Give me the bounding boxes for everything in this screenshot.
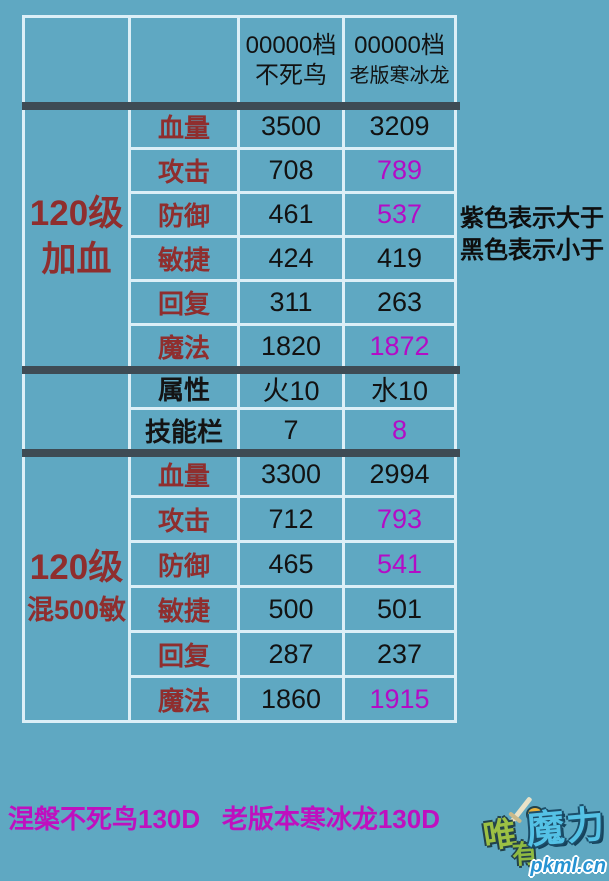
section-divider [22,449,460,457]
group-level-label: 120级 [29,193,124,233]
phoenix-attack-value: 708 [240,150,345,194]
header-cell-empty-stat [131,18,240,106]
phoenix-tier-label: 00000档 [245,31,337,59]
phoenix-defense-value: 465 [240,543,345,588]
stat-label-agility: 敏捷 [131,588,240,633]
ice-dragon-recovery-value: 237 [345,633,457,678]
phoenix-recovery-value: 287 [240,633,345,678]
phoenix-agility-value: 424 [240,238,345,282]
stat-label-hp: 血量 [131,453,240,498]
ice-dragon-agility-value: 501 [345,588,457,633]
ice-dragon-defense-value: 537 [345,194,457,238]
stat-label-magic: 魔法 [131,678,240,723]
phoenix-magic-value: 1820 [240,326,345,370]
ice-dragon-hp-value: 3209 [345,106,457,150]
stat-label-attack: 攻击 [131,150,240,194]
phoenix-hp-value: 3300 [240,453,345,498]
phoenix-hp-value: 3500 [240,106,345,150]
footer-note: 涅槃不死鸟130D 老版本寒冰龙130D 因满档价格接近 采用满档对比 [8,737,440,881]
group-level-label: 120级 [29,547,124,587]
legend-black-line: 黑色表示小于 [460,237,604,264]
phoenix-attack-value: 712 [240,498,345,543]
phoenix-agility-value: 500 [240,588,345,633]
ice-dragon-defense-value: 541 [345,543,457,588]
ice-dragon-element-value: 水10 [345,370,457,410]
stat-label-attack: 攻击 [131,498,240,543]
ice-dragon-tier-label: 00000档 [354,31,445,59]
phoenix-recovery-value: 311 [240,282,345,326]
logo-brand-moli: 魔力 [524,803,609,853]
ice-dragon-name-label: 老版寒冰龙 [349,64,450,87]
phoenix-skill-slots-value: 7 [240,410,345,453]
ice-dragon-hp-value: 2994 [345,453,457,498]
stat-label-hp: 血量 [131,106,240,150]
footer-price-line: 涅槃不死鸟130D 老版本寒冰龙130D [8,804,440,834]
stat-label-element: 属性 [131,370,240,410]
stat-label-agility: 敏捷 [131,238,240,282]
color-legend: 紫色表示大于 黑色表示小于 [460,203,604,267]
stat-label-magic: 魔法 [131,326,240,370]
ice-dragon-attack-value: 789 [345,150,457,194]
phoenix-magic-value: 1860 [240,678,345,723]
header-cell-ice-dragon: 00000档 老版寒冰龙 [345,18,457,106]
ice-dragon-agility-value: 419 [345,238,457,282]
group-cell-mixed-agility-build: 120级 混500敏 [25,453,131,723]
ice-dragon-skill-slots-value: 8 [345,410,457,453]
phoenix-element-value: 火10 [240,370,345,410]
ice-dragon-recovery-value: 263 [345,282,457,326]
group-cell-heal-build: 120级 加血 [25,106,131,370]
stat-label-recovery: 回复 [131,282,240,326]
ice-dragon-magic-value: 1915 [345,678,457,723]
stat-label-defense: 防御 [131,543,240,588]
stat-label-skill-slots: 技能栏 [131,410,240,453]
section-divider [22,366,460,374]
header-cell-empty-group [25,18,131,106]
legend-purple-line: 紫色表示大于 [460,205,604,232]
stat-label-defense: 防御 [131,194,240,238]
logo-site-url: pkml.cn [530,855,606,877]
ice-dragon-magic-value: 1872 [345,326,457,370]
pkml-logo: 唯 有 魔力 pkml.cn [481,791,608,878]
group-build-label: 混500敏 [26,594,127,625]
group-build-label: 加血 [41,239,112,279]
section-divider [22,102,460,110]
phoenix-name-label: 不死鸟 [255,61,327,89]
group-cell-empty [25,370,131,453]
ice-dragon-attack-value: 793 [345,498,457,543]
stats-table: 00000档 不死鸟 00000档 老版寒冰龙 120级 加血 血量 3500 … [22,15,460,723]
phoenix-defense-value: 461 [240,194,345,238]
mascot-icon [526,806,544,822]
stat-label-recovery: 回复 [131,633,240,678]
header-cell-phoenix: 00000档 不死鸟 [240,18,345,106]
